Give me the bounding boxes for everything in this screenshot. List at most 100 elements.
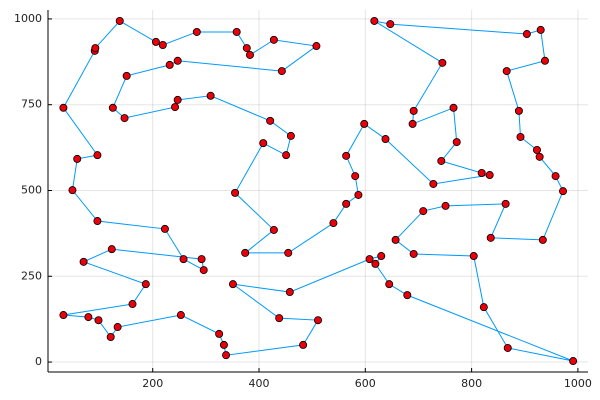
marker (403, 291, 412, 300)
marker (192, 27, 201, 36)
marker (231, 188, 240, 197)
marker (449, 103, 458, 112)
x-tick-label: 400 (249, 377, 270, 390)
marker (514, 106, 523, 115)
marker (94, 316, 103, 325)
marker (241, 248, 250, 257)
marker (503, 343, 512, 352)
marker (160, 224, 169, 233)
marker (73, 154, 82, 163)
marker (438, 58, 447, 67)
marker (370, 16, 379, 25)
marker (176, 311, 185, 320)
marker (269, 225, 278, 234)
marker (245, 50, 254, 59)
marker (342, 199, 351, 208)
marker (536, 25, 545, 34)
marker (351, 172, 360, 181)
marker (540, 56, 549, 65)
marker (173, 56, 182, 65)
marker (228, 280, 237, 289)
marker (286, 131, 295, 140)
marker (538, 235, 547, 244)
marker (84, 313, 93, 322)
marker (269, 35, 278, 44)
marker (275, 314, 284, 323)
marker (232, 27, 241, 36)
marker (68, 186, 77, 195)
marker (469, 252, 478, 261)
marker (299, 340, 308, 349)
marker (215, 329, 224, 338)
marker (360, 119, 369, 128)
x-tick-label: 200 (142, 377, 163, 390)
tour-line (62, 20, 574, 362)
marker (385, 280, 394, 289)
marker (108, 103, 117, 112)
marker (219, 340, 228, 349)
y-tick-label: 750 (21, 98, 42, 111)
marker (59, 311, 68, 320)
marker (259, 139, 268, 148)
marker (329, 219, 338, 228)
marker (179, 255, 188, 264)
marker (386, 20, 395, 29)
marker (141, 280, 150, 289)
marker (452, 138, 461, 147)
marker (342, 151, 351, 160)
marker (522, 30, 531, 39)
marker (242, 44, 251, 53)
marker (93, 151, 102, 160)
marker (113, 323, 122, 332)
marker (477, 168, 486, 177)
marker (284, 248, 293, 257)
y-tick-label: 0 (35, 355, 42, 368)
marker (93, 217, 102, 226)
marker (437, 156, 446, 165)
marker (106, 333, 115, 342)
marker (151, 37, 160, 46)
marker (197, 255, 206, 264)
marker (199, 266, 208, 275)
marker (516, 132, 525, 141)
marker (354, 190, 363, 199)
marker (429, 179, 438, 188)
marker (165, 60, 174, 69)
marker (173, 95, 182, 104)
marker (128, 300, 137, 309)
marker (120, 114, 129, 123)
marker (79, 257, 88, 266)
marker (551, 172, 560, 181)
marker (158, 40, 167, 49)
marker (409, 249, 418, 258)
x-tick-label: 600 (355, 377, 376, 390)
x-tick-label: 1000 (564, 377, 592, 390)
marker (502, 67, 511, 76)
marker (391, 235, 400, 244)
marker (559, 187, 568, 196)
marker (107, 245, 116, 254)
marker (409, 106, 418, 115)
marker (485, 171, 494, 180)
marker (419, 207, 428, 216)
marker (532, 145, 541, 154)
marker (501, 199, 510, 208)
marker (441, 201, 450, 210)
marker (408, 119, 417, 128)
marker (277, 67, 286, 76)
y-tick-label: 500 (21, 183, 42, 196)
marker (365, 255, 374, 264)
y-tick-label: 250 (21, 269, 42, 282)
marker (285, 288, 294, 297)
marker (377, 252, 386, 261)
marker (266, 116, 275, 125)
x-tick-label: 800 (461, 377, 482, 390)
marker (206, 91, 215, 100)
marker (381, 135, 390, 144)
marker (486, 233, 495, 242)
marker (122, 71, 131, 80)
marker (479, 303, 488, 312)
marker (115, 16, 124, 25)
marker (91, 44, 100, 53)
